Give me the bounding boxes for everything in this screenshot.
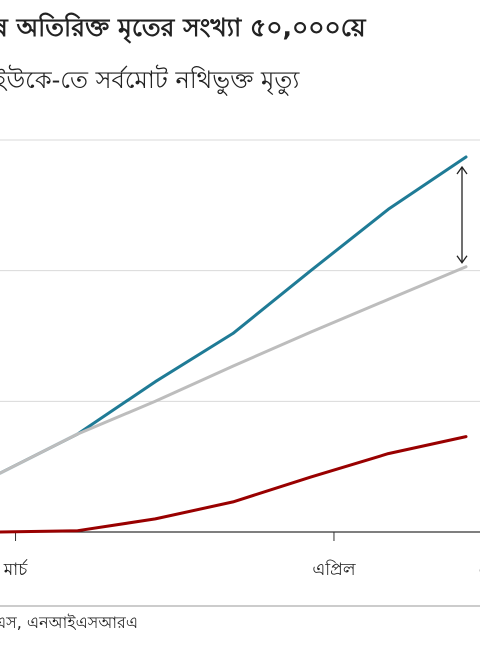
covid-deaths-line [0, 435, 468, 534]
expected-deaths-line [0, 265, 468, 475]
x-tick-label: মার্চ [3, 559, 28, 580]
excess-deaths-line [0, 155, 468, 475]
series-lines [0, 155, 468, 534]
x-tick-label: এপ্রিল [312, 559, 355, 580]
arrow-head-top [456, 165, 468, 175]
chart-title: ষ অতিরিক্ত মৃতের সংখ্যা ৫০,০০০য়ে [0, 13, 366, 42]
chart-subtitle: ইউকে-তে সর্বমোট নথিভুক্ত মৃত্যু [0, 66, 300, 94]
x-axis: মার্চ এপ্রিল মে [0, 531, 480, 607]
gridlines [0, 139, 480, 402]
arrow-head-bottom [456, 255, 468, 264]
annotations [456, 165, 468, 264]
x-tick-label: মে [478, 560, 480, 580]
source-note: এস, এনআইএসআরএ [0, 613, 138, 632]
